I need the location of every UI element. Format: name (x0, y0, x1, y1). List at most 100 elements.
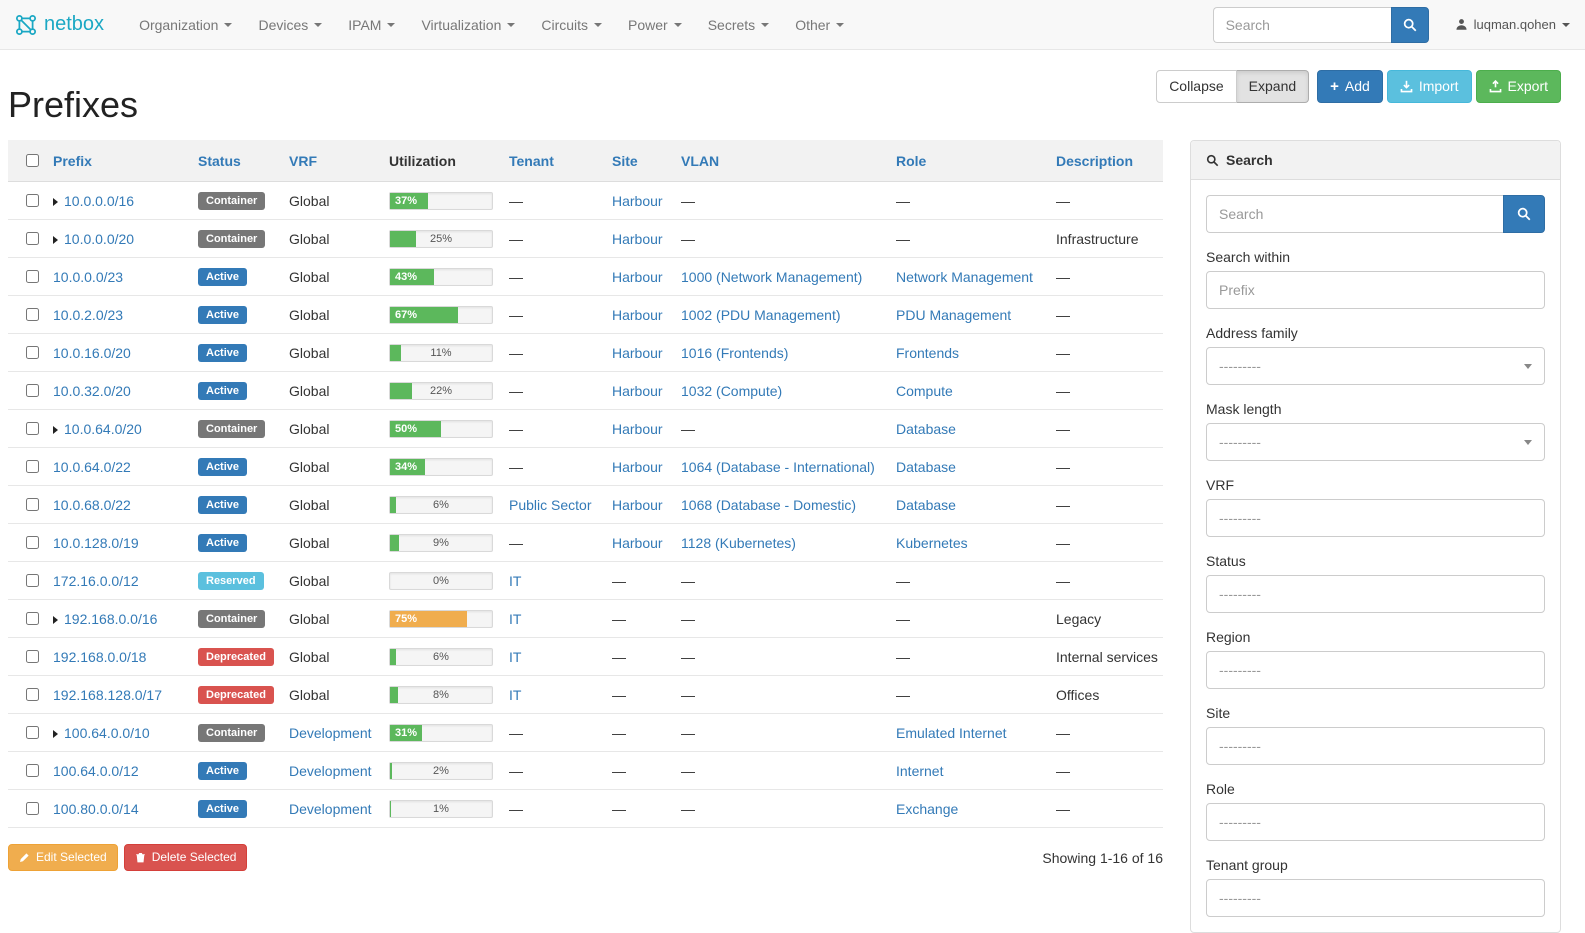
column-sort-link[interactable]: Description (1056, 152, 1134, 169)
row-checkbox[interactable] (26, 422, 39, 435)
vlan-link[interactable]: 1064 (Database - International) (681, 458, 875, 475)
expand-caret-icon[interactable] (53, 197, 58, 206)
nav-menu-secrets[interactable]: Secrets (695, 2, 782, 48)
prefix-link[interactable]: 10.0.0.0/20 (64, 230, 135, 247)
tenant-link[interactable]: IT (509, 686, 522, 703)
nav-menu-virtualization[interactable]: Virtualization (408, 2, 528, 48)
vlan-link[interactable]: 1016 (Frontends) (681, 344, 789, 361)
prefix-link[interactable]: 10.0.68.0/22 (53, 496, 131, 513)
edit-selected-button[interactable]: Edit Selected (8, 844, 118, 871)
role-link[interactable]: Network Management (896, 268, 1033, 285)
prefix-link[interactable]: 10.0.2.0/23 (53, 306, 124, 323)
import-button[interactable]: Import (1386, 70, 1472, 103)
column-sort-link[interactable]: Site (612, 152, 638, 169)
vlan-link[interactable]: 1068 (Database - Domestic) (681, 496, 857, 513)
filter-select-vrf[interactable]: --------- (1206, 499, 1545, 537)
row-checkbox[interactable] (26, 726, 39, 739)
row-checkbox[interactable] (26, 384, 39, 397)
filter-select-role[interactable]: --------- (1206, 803, 1545, 841)
filter-select-status[interactable]: --------- (1206, 575, 1545, 613)
role-link[interactable]: Emulated Internet (896, 724, 1007, 741)
prefix-link[interactable]: 100.80.0.0/14 (53, 800, 139, 817)
delete-selected-button[interactable]: Delete Selected (123, 844, 248, 871)
role-link[interactable]: Database (896, 496, 956, 513)
prefix-link[interactable]: 100.64.0.0/12 (53, 762, 139, 779)
row-checkbox[interactable] (26, 574, 39, 587)
site-link[interactable]: Harbour (612, 192, 663, 209)
filter-select-site[interactable]: --------- (1206, 727, 1545, 765)
global-search-input[interactable] (1212, 6, 1391, 43)
row-checkbox[interactable] (26, 460, 39, 473)
expand-button[interactable]: Expand (1236, 70, 1310, 103)
prefix-link[interactable]: 100.64.0.0/10 (64, 724, 150, 741)
prefix-link[interactable]: 10.0.128.0/19 (53, 534, 139, 551)
vlan-link[interactable]: 1000 (Network Management) (681, 268, 863, 285)
row-checkbox[interactable] (26, 650, 39, 663)
prefix-link[interactable]: 192.168.128.0/17 (53, 686, 162, 703)
column-sort-link[interactable]: Role (896, 152, 927, 169)
expand-caret-icon[interactable] (53, 729, 58, 738)
role-link[interactable]: Frontends (896, 344, 960, 361)
prefix-link[interactable]: 172.16.0.0/12 (53, 572, 139, 589)
tenant-link[interactable]: Public Sector (509, 496, 592, 513)
column-sort-link[interactable]: VLAN (681, 152, 720, 169)
expand-caret-icon[interactable] (53, 425, 58, 434)
role-link[interactable]: Exchange (896, 800, 959, 817)
prefix-link[interactable]: 10.0.64.0/20 (64, 420, 142, 437)
site-link[interactable]: Harbour (612, 420, 663, 437)
site-link[interactable]: Harbour (612, 534, 663, 551)
nav-menu-devices[interactable]: Devices (245, 2, 335, 48)
prefix-link[interactable]: 192.168.0.0/16 (64, 610, 158, 627)
nav-menu-organization[interactable]: Organization (126, 2, 245, 48)
nav-menu-ipam[interactable]: IPAM (335, 2, 408, 48)
role-link[interactable]: PDU Management (896, 306, 1012, 323)
site-link[interactable]: Harbour (612, 230, 663, 247)
row-checkbox[interactable] (26, 194, 39, 207)
nav-menu-other[interactable]: Other (782, 2, 857, 48)
site-link[interactable]: Harbour (612, 458, 663, 475)
site-link[interactable]: Harbour (612, 268, 663, 285)
role-link[interactable]: Internet (896, 762, 944, 779)
column-sort-link[interactable]: Tenant (509, 152, 554, 169)
column-sort-link[interactable]: VRF (289, 152, 317, 169)
vlan-link[interactable]: 1032 (Compute) (681, 382, 783, 399)
row-checkbox[interactable] (26, 498, 39, 511)
role-link[interactable]: Database (896, 458, 956, 475)
column-sort-link[interactable]: Status (198, 152, 241, 169)
nav-menu-power[interactable]: Power (615, 2, 695, 48)
expand-caret-icon[interactable] (53, 235, 58, 244)
filter-select-mask-length[interactable]: --------- (1206, 423, 1545, 461)
export-button[interactable]: Export (1475, 70, 1561, 103)
filter-search-input[interactable] (1206, 195, 1503, 233)
select-all-checkbox[interactable] (26, 154, 39, 167)
global-search-button[interactable] (1390, 6, 1429, 43)
vrf-link[interactable]: Development (289, 800, 372, 817)
prefix-link[interactable]: 10.0.0.0/23 (53, 268, 124, 285)
row-checkbox[interactable] (26, 232, 39, 245)
prefix-link[interactable]: 10.0.64.0/22 (53, 458, 131, 475)
nav-menu-circuits[interactable]: Circuits (528, 2, 615, 48)
row-checkbox[interactable] (26, 270, 39, 283)
role-link[interactable]: Database (896, 420, 956, 437)
vlan-link[interactable]: 1002 (PDU Management) (681, 306, 841, 323)
filter-select-tenant-group[interactable]: --------- (1206, 879, 1545, 917)
filter-search-button[interactable] (1503, 195, 1545, 233)
vrf-link[interactable]: Development (289, 762, 372, 779)
tenant-link[interactable]: IT (509, 648, 522, 665)
prefix-link[interactable]: 192.168.0.0/18 (53, 648, 147, 665)
row-checkbox[interactable] (26, 688, 39, 701)
row-checkbox[interactable] (26, 346, 39, 359)
prefix-link[interactable]: 10.0.16.0/20 (53, 344, 131, 361)
filter-select-region[interactable]: --------- (1206, 651, 1545, 689)
expand-caret-icon[interactable] (53, 615, 58, 624)
vlan-link[interactable]: 1128 (Kubernetes) (681, 534, 796, 551)
prefix-link[interactable]: 10.0.32.0/20 (53, 382, 131, 399)
column-sort-link[interactable]: Prefix (53, 152, 92, 169)
collapse-button[interactable]: Collapse (1156, 70, 1237, 103)
row-checkbox[interactable] (26, 802, 39, 815)
role-link[interactable]: Compute (896, 382, 953, 399)
filter-select-address-family[interactable]: --------- (1206, 347, 1545, 385)
vrf-link[interactable]: Development (289, 724, 372, 741)
netbox-logo[interactable]: netbox (15, 13, 104, 36)
tenant-link[interactable]: IT (509, 572, 522, 589)
